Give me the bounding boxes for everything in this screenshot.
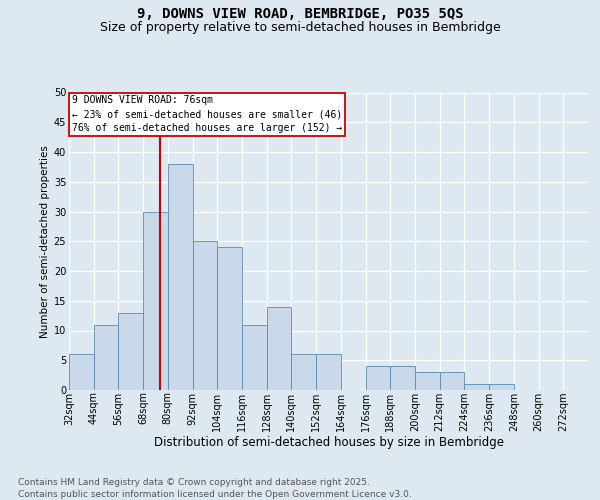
Bar <box>390 366 415 390</box>
Bar <box>267 306 292 390</box>
Bar <box>118 312 143 390</box>
Bar <box>217 247 242 390</box>
Bar <box>365 366 390 390</box>
X-axis label: Distribution of semi-detached houses by size in Bembridge: Distribution of semi-detached houses by … <box>154 436 503 450</box>
Text: 9, DOWNS VIEW ROAD, BEMBRIDGE, PO35 5QS: 9, DOWNS VIEW ROAD, BEMBRIDGE, PO35 5QS <box>137 8 463 22</box>
Text: Contains HM Land Registry data © Crown copyright and database right 2025.
Contai: Contains HM Land Registry data © Crown c… <box>18 478 412 499</box>
Text: Size of property relative to semi-detached houses in Bembridge: Size of property relative to semi-detach… <box>100 22 500 35</box>
Bar <box>94 324 118 390</box>
Bar <box>242 324 267 390</box>
Y-axis label: Number of semi-detached properties: Number of semi-detached properties <box>40 145 50 338</box>
Bar <box>316 354 341 390</box>
Bar <box>489 384 514 390</box>
Bar <box>415 372 440 390</box>
Text: 9 DOWNS VIEW ROAD: 76sqm
← 23% of semi-detached houses are smaller (46)
76% of s: 9 DOWNS VIEW ROAD: 76sqm ← 23% of semi-d… <box>72 96 343 134</box>
Bar <box>193 242 217 390</box>
Bar <box>143 212 168 390</box>
Bar <box>464 384 489 390</box>
Bar <box>440 372 464 390</box>
Bar <box>292 354 316 390</box>
Bar <box>69 354 94 390</box>
Bar <box>168 164 193 390</box>
